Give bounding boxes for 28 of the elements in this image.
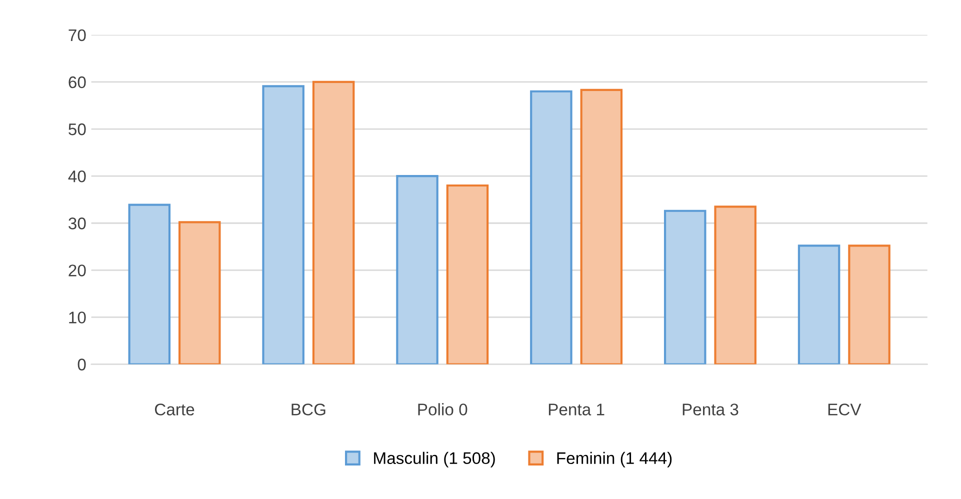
bar bbox=[714, 206, 756, 364]
bar bbox=[178, 221, 221, 364]
bar bbox=[312, 80, 355, 364]
bar bbox=[262, 85, 304, 364]
y-tick-label: 0 bbox=[78, 358, 86, 370]
bar bbox=[530, 90, 572, 364]
bar bbox=[446, 184, 489, 364]
bar bbox=[396, 175, 438, 364]
x-tick-label: ECV bbox=[828, 404, 862, 416]
legend-label: Feminin (1 444) bbox=[557, 452, 672, 468]
y-tick-label: 70 bbox=[68, 29, 86, 42]
y-tick-label: 30 bbox=[68, 218, 86, 230]
bar bbox=[580, 88, 623, 364]
y-tick-label: 50 bbox=[68, 123, 86, 136]
legend-label: Masculin (1 508) bbox=[374, 452, 495, 468]
y-tick-label: 60 bbox=[68, 76, 86, 88]
bar bbox=[798, 244, 840, 364]
x-tick-label: Penta 3 bbox=[682, 404, 738, 416]
bar bbox=[848, 244, 890, 364]
x-tick-label: Carte bbox=[154, 404, 194, 416]
y-tick-label: 10 bbox=[69, 312, 86, 324]
x-tick-label: Penta 1 bbox=[548, 404, 604, 416]
bar bbox=[128, 204, 171, 364]
x-tick-label: BCG bbox=[292, 404, 326, 416]
x-tick-label: Polio 0 bbox=[418, 403, 468, 416]
bar bbox=[664, 210, 706, 364]
y-tick-label: 40 bbox=[68, 170, 86, 182]
y-tick-label: 20 bbox=[68, 264, 86, 276]
